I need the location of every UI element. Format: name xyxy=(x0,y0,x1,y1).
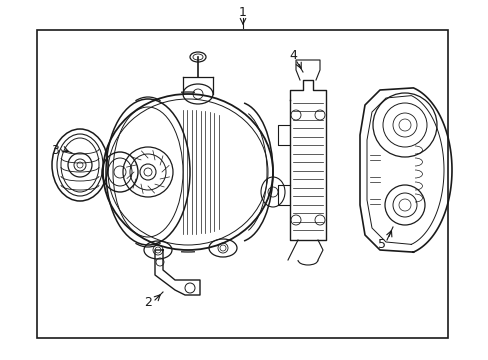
Bar xyxy=(37,30,447,338)
Text: 3: 3 xyxy=(51,144,59,157)
Text: 1: 1 xyxy=(239,5,246,18)
Text: 5: 5 xyxy=(377,239,385,252)
Text: 2: 2 xyxy=(144,297,152,310)
Text: 4: 4 xyxy=(288,49,296,62)
